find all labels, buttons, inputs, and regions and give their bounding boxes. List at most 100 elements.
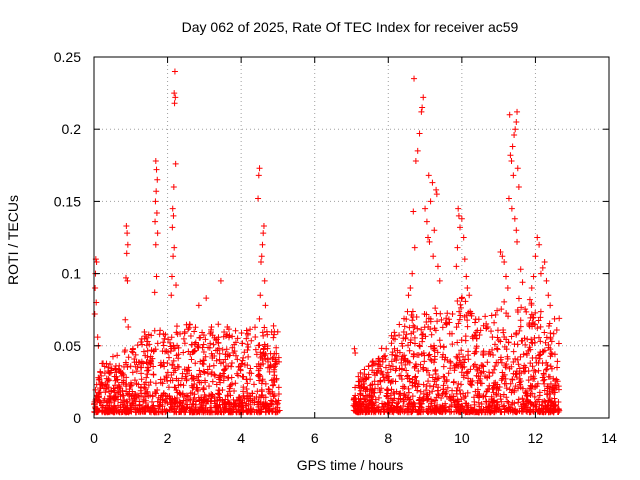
data-point bbox=[208, 404, 215, 411]
data-point bbox=[442, 354, 449, 361]
data-point bbox=[491, 380, 498, 387]
data-point bbox=[175, 382, 182, 389]
data-point bbox=[465, 409, 472, 416]
data-point bbox=[164, 393, 171, 400]
data-point bbox=[200, 349, 207, 356]
data-point bbox=[482, 313, 489, 320]
data-point bbox=[391, 345, 398, 352]
data-point bbox=[165, 354, 172, 361]
data-point bbox=[232, 352, 239, 359]
data-point bbox=[458, 403, 465, 410]
data-point bbox=[264, 356, 271, 363]
data-point bbox=[411, 380, 418, 387]
data-point bbox=[522, 364, 529, 371]
data-point bbox=[141, 328, 148, 335]
data-point bbox=[462, 400, 469, 407]
data-point bbox=[401, 323, 408, 330]
data-point bbox=[135, 393, 142, 400]
data-point bbox=[244, 380, 251, 387]
data-point bbox=[255, 172, 262, 179]
data-point bbox=[215, 391, 222, 398]
data-point bbox=[362, 376, 369, 383]
data-point bbox=[460, 372, 467, 379]
data-point bbox=[420, 394, 427, 401]
data-point bbox=[208, 398, 215, 405]
data-point bbox=[385, 387, 392, 394]
data-point bbox=[224, 375, 231, 382]
data-point bbox=[105, 364, 112, 371]
data-point bbox=[103, 360, 110, 367]
data-point bbox=[375, 367, 382, 374]
data-point bbox=[120, 371, 127, 378]
data-point bbox=[451, 364, 458, 371]
data-point bbox=[436, 277, 443, 284]
data-point bbox=[450, 379, 457, 386]
axis-ticks: 0 2 4 6 8 10 12 14 0 0.05 0.1 0.15 0.2 0.25 bbox=[54, 49, 617, 446]
data-point bbox=[541, 259, 548, 266]
data-point bbox=[488, 328, 495, 335]
data-point bbox=[129, 348, 136, 355]
data-point bbox=[519, 279, 526, 286]
data-point bbox=[230, 401, 237, 408]
data-point bbox=[233, 408, 240, 415]
data-point bbox=[431, 342, 438, 349]
data-point bbox=[360, 392, 367, 399]
data-point bbox=[114, 376, 121, 383]
data-point bbox=[451, 408, 458, 415]
data-point bbox=[505, 195, 512, 202]
data-point bbox=[143, 374, 150, 381]
data-point bbox=[168, 273, 175, 280]
data-point bbox=[543, 334, 550, 341]
data-point bbox=[107, 393, 114, 400]
data-point bbox=[411, 244, 418, 251]
data-point bbox=[399, 385, 406, 392]
data-point bbox=[176, 390, 183, 397]
data-point bbox=[431, 378, 438, 385]
data-point bbox=[547, 380, 554, 387]
data-point bbox=[391, 332, 398, 339]
data-point bbox=[547, 398, 554, 405]
data-point bbox=[476, 331, 483, 338]
data-point bbox=[537, 314, 544, 321]
data-point bbox=[416, 130, 423, 137]
data-point bbox=[177, 399, 184, 406]
data-point bbox=[253, 351, 260, 358]
data-point bbox=[443, 315, 450, 322]
data-point bbox=[183, 392, 190, 399]
data-point bbox=[159, 397, 166, 404]
data-point bbox=[362, 409, 369, 416]
data-point bbox=[133, 368, 140, 375]
data-point bbox=[448, 393, 455, 400]
data-point bbox=[370, 361, 377, 368]
data-point bbox=[396, 321, 403, 328]
data-point bbox=[160, 390, 167, 397]
data-point bbox=[355, 382, 362, 389]
data-point bbox=[514, 408, 521, 415]
data-point bbox=[270, 393, 277, 400]
data-point bbox=[95, 374, 102, 381]
data-point bbox=[415, 367, 422, 374]
data-point bbox=[170, 357, 177, 364]
data-point bbox=[390, 378, 397, 385]
data-point bbox=[437, 404, 444, 411]
data-point bbox=[410, 322, 417, 329]
data-point bbox=[204, 409, 211, 416]
data-point bbox=[455, 380, 462, 387]
data-point bbox=[514, 165, 521, 172]
data-point bbox=[410, 350, 417, 357]
data-point bbox=[255, 195, 262, 202]
data-point bbox=[426, 351, 433, 358]
data-point bbox=[268, 328, 275, 335]
data-point bbox=[457, 301, 464, 308]
data-point bbox=[257, 408, 264, 415]
data-point bbox=[455, 401, 462, 408]
data-point bbox=[223, 346, 230, 353]
data-point bbox=[420, 331, 427, 338]
data-point bbox=[104, 402, 111, 409]
data-point bbox=[432, 397, 439, 404]
data-point bbox=[267, 350, 274, 357]
data-point bbox=[256, 165, 263, 172]
data-point bbox=[527, 346, 534, 353]
data-point bbox=[116, 408, 123, 415]
data-point bbox=[188, 356, 195, 363]
